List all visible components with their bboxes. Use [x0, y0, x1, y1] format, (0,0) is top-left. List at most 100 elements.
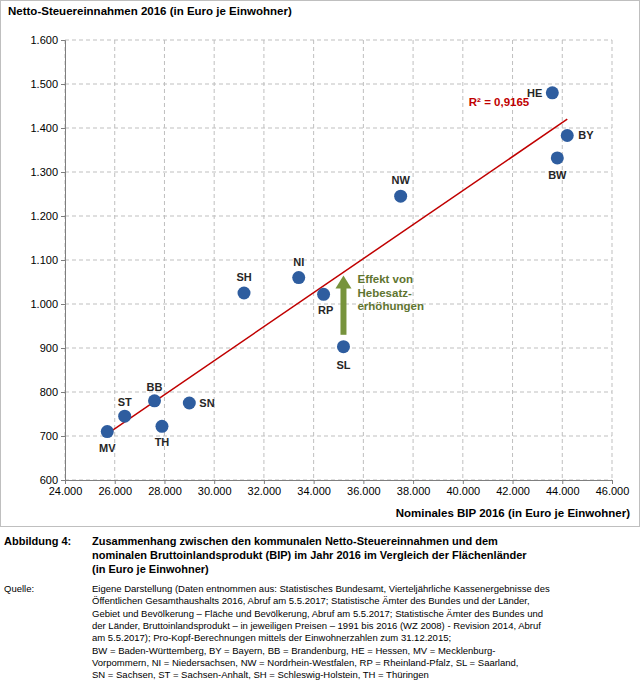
point-labels: MVSTBBTHSNSHNIRPSLNWHEBWBY	[99, 87, 594, 454]
tick: 30.000	[198, 480, 232, 497]
tick: 26.000	[98, 480, 132, 497]
tick-mark	[61, 172, 65, 173]
point-label: BB	[147, 381, 163, 393]
data-point	[292, 271, 305, 284]
source-line: BW = Baden-Württemberg, BY = Bayern, BB …	[92, 645, 496, 656]
chart-frame	[1, 1, 640, 527]
tick-mark	[314, 480, 315, 484]
tick-mark	[61, 480, 65, 481]
tick-label: 32.000	[248, 485, 282, 497]
tick: 34.000	[297, 480, 331, 497]
tick-mark	[61, 392, 65, 393]
tick-mark	[562, 480, 563, 484]
tick-label: 600	[40, 474, 58, 486]
tick-label: 1.100	[30, 254, 58, 266]
grid-line-x	[313, 40, 314, 480]
tick-label: 800	[40, 386, 58, 398]
tick-label: 34.000	[297, 485, 331, 497]
point-label: TH	[155, 436, 170, 448]
trend-label: R² = 0,9165	[469, 96, 530, 108]
tick: 1.300	[30, 166, 65, 178]
caption-line: (in Euro je Einwohner)	[92, 563, 209, 575]
point-label: HE	[527, 87, 542, 99]
axis-line	[61, 41, 66, 481]
grid-line-x	[263, 40, 264, 480]
tick-mark	[164, 480, 165, 484]
tick-mark	[115, 480, 116, 484]
tick: 1.600	[30, 34, 65, 46]
data-point	[546, 86, 559, 99]
point-label: MV	[99, 442, 116, 454]
tick: 36.000	[347, 480, 381, 497]
tick: 1.100	[30, 254, 65, 266]
annotation-arrow-head	[335, 275, 351, 288]
tick: 28.000	[148, 480, 182, 497]
plot-area	[101, 86, 574, 438]
tick-label: 1.500	[30, 78, 58, 90]
source-line: am 5.5.2017); Pro-Kopf-Berechnungen mitt…	[92, 632, 451, 643]
tick: 38.000	[397, 480, 431, 497]
y-axis-title: Netto-Steuereinnahmen 2016 (in Euro je E…	[8, 5, 292, 17]
tick: 42.000	[496, 480, 530, 497]
grid-line-y	[65, 304, 612, 305]
point-label: SN	[199, 397, 214, 409]
y-axis: 6007008009001.0001.1001.2001.3001.4001.5…	[30, 34, 65, 486]
tick-label: 1.300	[30, 166, 58, 178]
tick: 900	[40, 342, 65, 354]
tick-mark	[363, 480, 364, 484]
tick-label: 38.000	[397, 485, 431, 497]
grid-line-x	[462, 40, 463, 480]
data-point	[118, 410, 131, 423]
data-point	[561, 129, 574, 142]
grid	[65, 40, 612, 480]
tick-label: 1.000	[30, 298, 58, 310]
point-label: BW	[548, 169, 567, 181]
tick-mark	[513, 480, 514, 484]
tick-label: 40.000	[446, 485, 480, 497]
tick-mark	[61, 40, 65, 41]
source-line: Öffentlichen Gesamthaushalts 2016, Abruf…	[92, 595, 530, 606]
tick: 800	[40, 386, 65, 398]
tick-mark	[264, 480, 265, 484]
point-label: RP	[318, 304, 333, 316]
grid-line-y	[65, 84, 612, 85]
data-point	[337, 340, 350, 353]
grid-line-y	[65, 40, 612, 41]
grid-line-x	[562, 40, 563, 480]
grid-line-x	[413, 40, 414, 480]
tick-label: 900	[40, 342, 58, 354]
annotation-text: Hebesatz-	[357, 287, 411, 299]
caption-line: Zusammenhang zwischen den kommunalen Net…	[92, 535, 498, 547]
tick-mark	[61, 348, 65, 349]
tick-mark	[413, 480, 414, 484]
grid-line-y	[65, 260, 612, 261]
grid-line-y	[65, 172, 612, 173]
trend-line	[107, 119, 567, 434]
tick: 1.400	[30, 122, 65, 134]
tick-label: 42.000	[496, 485, 530, 497]
source-line: Gebiet und Bevölkerung – Fläche und Bevö…	[92, 608, 543, 619]
source-label: Quelle:	[4, 583, 34, 594]
data-point	[101, 425, 114, 438]
tick-label: 28.000	[148, 485, 182, 497]
tick-mark	[61, 436, 65, 437]
grid-line-x	[164, 40, 165, 480]
source-line: SN = Sachsen, ST = Sachsen-Anhalt, SH = …	[92, 669, 429, 680]
source-line: Vorpommern, NI = Niedersachsen, NW = Nor…	[92, 657, 518, 668]
grid-line-y	[65, 436, 612, 437]
point-label: BY	[578, 129, 594, 141]
tick-mark	[612, 480, 613, 484]
axis-line	[66, 481, 613, 485]
tick: 1.000	[30, 298, 65, 310]
tick-mark	[214, 480, 215, 484]
data-point	[551, 151, 564, 164]
data-point	[317, 288, 330, 301]
source-line: Eigene Darstellung (Daten entnommen aus:…	[92, 583, 550, 594]
tick-label: 44.000	[546, 485, 580, 497]
tick: 600	[40, 474, 65, 486]
source-line: der Länder, Bruttoinlandsprodukt – in je…	[92, 620, 541, 631]
tick: 40.000	[446, 480, 480, 497]
tick-label: 24.000	[49, 485, 83, 497]
tick-label: 26.000	[98, 485, 132, 497]
tick: 32.000	[248, 480, 282, 497]
